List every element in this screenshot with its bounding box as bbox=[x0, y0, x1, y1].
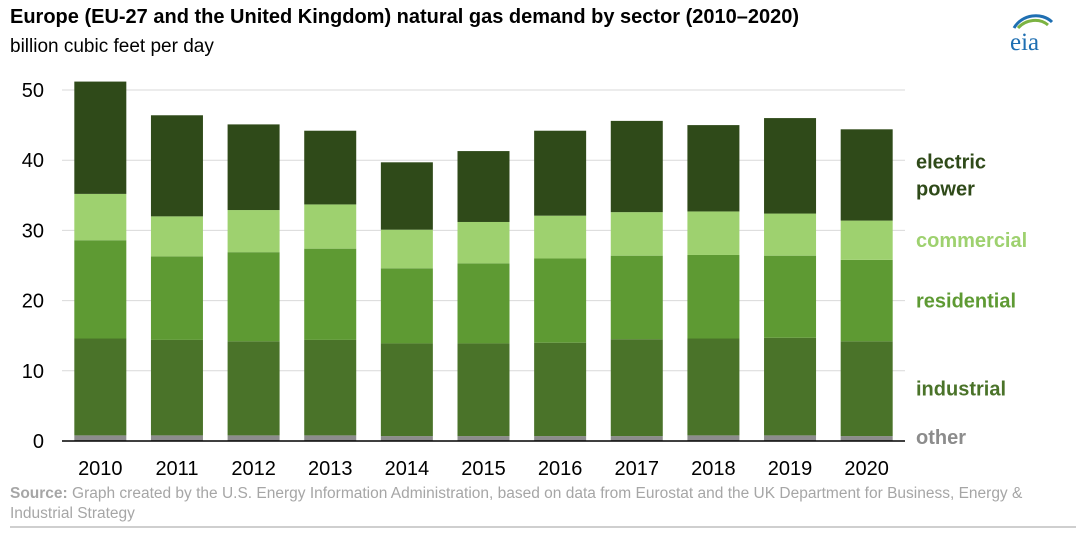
logo-arc-green bbox=[1016, 19, 1049, 30]
bar-industrial-2010 bbox=[74, 338, 127, 436]
y-tick-label: 10 bbox=[22, 361, 44, 383]
bar-electric_power-2012 bbox=[227, 124, 280, 211]
bar-other-2020 bbox=[840, 436, 893, 441]
y-tick-label: 50 bbox=[22, 80, 44, 102]
legend-electric_power: electric power bbox=[916, 151, 986, 200]
y-tick-label: 20 bbox=[22, 291, 44, 313]
bar-electric_power-2013 bbox=[304, 130, 357, 205]
stacked-bar-chart: 0 10 20 30 40 50 2010 2011 2012 2013 2014 2015 2016 2… bbox=[22, 80, 1027, 480]
bar-commercial-2015 bbox=[457, 221, 510, 264]
bar-electric_power-2015 bbox=[457, 151, 510, 222]
bar-commercial-2011 bbox=[150, 216, 203, 257]
x-tick-label: 2018 bbox=[691, 458, 736, 480]
logo-text: eia bbox=[1010, 29, 1039, 54]
bar-residential-2014 bbox=[380, 268, 433, 344]
bar-commercial-2018 bbox=[687, 211, 740, 255]
source-label: Source: bbox=[10, 485, 68, 502]
bar-residential-2011 bbox=[150, 256, 203, 340]
legend-industrial: industrial bbox=[916, 379, 1006, 401]
bar-electric_power-2019 bbox=[764, 118, 817, 214]
bar-electric_power-2020 bbox=[840, 129, 893, 221]
bar-residential-2010 bbox=[74, 240, 127, 339]
x-tick-label: 2010 bbox=[78, 458, 123, 480]
y-tick-label: 0 bbox=[33, 431, 44, 453]
bars bbox=[74, 81, 893, 441]
bar-other-2016 bbox=[534, 436, 587, 441]
x-tick-label: 2017 bbox=[615, 458, 660, 480]
bar-industrial-2018 bbox=[687, 338, 740, 436]
bar-residential-2017 bbox=[610, 255, 663, 340]
bar-residential-2018 bbox=[687, 254, 740, 339]
bar-commercial-2012 bbox=[227, 210, 280, 253]
bar-industrial-2020 bbox=[840, 341, 893, 437]
bar-commercial-2013 bbox=[304, 204, 357, 249]
logo-arc-blue bbox=[1012, 14, 1054, 29]
x-tick-label: 2011 bbox=[155, 458, 198, 480]
bar-residential-2013 bbox=[304, 248, 357, 340]
bar-industrial-2013 bbox=[304, 339, 357, 436]
bar-other-2019 bbox=[764, 435, 817, 441]
legend-residential: residential bbox=[916, 291, 1016, 313]
x-tick-label: 2015 bbox=[461, 458, 506, 480]
bar-electric_power-2010 bbox=[74, 81, 127, 194]
eia-logo: eia bbox=[1010, 14, 1054, 54]
chart-subtitle: billion cubic feet per day bbox=[10, 36, 214, 57]
bar-residential-2020 bbox=[840, 259, 893, 342]
bar-residential-2012 bbox=[227, 252, 280, 342]
bottom-rule bbox=[10, 526, 1076, 528]
bar-other-2015 bbox=[457, 436, 510, 441]
bar-industrial-2015 bbox=[457, 343, 510, 437]
x-tick-label: 2016 bbox=[538, 458, 583, 480]
chart-title: Europe (EU-27 and the United Kingdom) na… bbox=[10, 6, 800, 28]
bar-other-2013 bbox=[304, 435, 357, 441]
x-tick-label: 2014 bbox=[385, 458, 430, 480]
bar-commercial-2019 bbox=[764, 213, 817, 256]
x-tick-label: 2020 bbox=[844, 458, 889, 480]
bar-electric_power-2014 bbox=[380, 162, 433, 230]
bar-residential-2019 bbox=[764, 255, 817, 338]
bar-industrial-2017 bbox=[610, 339, 663, 437]
y-tick-label: 40 bbox=[22, 150, 44, 172]
bar-electric_power-2016 bbox=[534, 130, 587, 216]
bar-commercial-2010 bbox=[74, 193, 127, 241]
legend-commercial: commercial bbox=[916, 230, 1027, 252]
bar-other-2014 bbox=[380, 436, 433, 441]
bar-commercial-2020 bbox=[840, 220, 893, 260]
bar-other-2010 bbox=[74, 435, 127, 441]
bar-industrial-2016 bbox=[534, 342, 587, 437]
x-tick-label: 2013 bbox=[308, 458, 353, 480]
bar-other-2018 bbox=[687, 435, 740, 441]
axes: 0 10 20 30 40 50 2010 2011 2012 2013 2014 2015 2016 2… bbox=[22, 80, 905, 480]
bar-commercial-2017 bbox=[610, 212, 663, 256]
bar-industrial-2012 bbox=[227, 341, 280, 436]
y-tick-label: 30 bbox=[22, 220, 44, 242]
bar-residential-2016 bbox=[534, 258, 587, 343]
legend-other: other bbox=[916, 427, 966, 449]
legend: other industrial residential commercial elec… bbox=[916, 151, 1027, 449]
bar-industrial-2011 bbox=[150, 339, 203, 436]
bar-industrial-2014 bbox=[380, 343, 433, 437]
source-note: Source: Graph created by the U.S. Energy… bbox=[10, 484, 1070, 524]
x-tick-label: 2019 bbox=[768, 458, 813, 480]
bar-other-2017 bbox=[610, 436, 663, 441]
bar-commercial-2016 bbox=[534, 215, 587, 259]
bar-electric_power-2011 bbox=[150, 115, 203, 217]
bar-electric_power-2018 bbox=[687, 125, 740, 212]
bar-other-2012 bbox=[227, 435, 280, 441]
bar-residential-2015 bbox=[457, 263, 510, 344]
bar-industrial-2019 bbox=[764, 337, 817, 436]
x-tick-label: 2012 bbox=[231, 458, 276, 480]
bar-electric_power-2017 bbox=[610, 120, 663, 213]
bar-other-2011 bbox=[150, 435, 203, 441]
bar-commercial-2014 bbox=[380, 229, 433, 269]
source-text: Graph created by the U.S. Energy Informa… bbox=[10, 485, 1023, 522]
